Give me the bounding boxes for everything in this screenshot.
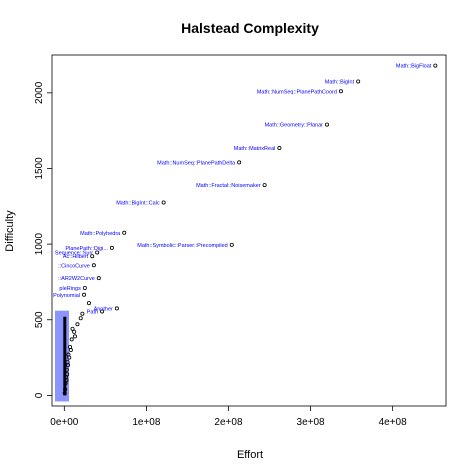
- y-tick-label: 500: [34, 311, 45, 328]
- y-tick-label: 1500: [34, 157, 45, 180]
- y-axis: 0 500 1000 1500 2000: [34, 81, 52, 398]
- point-label: ::CincoCurve: [58, 263, 90, 269]
- data-point: [277, 146, 282, 151]
- point-label: Math::MatrixReal: [234, 146, 276, 152]
- point-label: Polynomial: [53, 293, 80, 299]
- data-point: [122, 230, 127, 235]
- point-label: Math::Symbolic::Parser::Precompiled: [137, 243, 227, 249]
- x-axis: 0e+00 1e+08 2e+08 3e+08 4e+08: [50, 406, 407, 428]
- overlapping-labels-mass: [55, 310, 69, 402]
- data-point: [262, 183, 267, 188]
- data-point: [356, 79, 361, 84]
- data-point: [229, 242, 234, 247]
- x-tick-label: 3e+08: [297, 417, 326, 428]
- data-points: [62, 63, 438, 396]
- point-label: Math::Fractal::Noisemaker: [196, 183, 261, 189]
- point-label: ::AR2W2Curve: [58, 276, 95, 282]
- x-tick-label: 4e+08: [379, 417, 408, 428]
- y-tick-label: 0: [34, 392, 45, 398]
- data-point: [100, 309, 105, 314]
- data-point: [82, 285, 87, 290]
- point-label: Math::NumSeq::PlanePathDelta: [157, 160, 236, 166]
- point-label: Math::Polyhedra: [80, 231, 121, 237]
- point-label: Sequence::Surr: [55, 250, 93, 256]
- point-label: Ac::Hilbert: [63, 254, 89, 260]
- x-tick-label: 1e+08: [132, 417, 161, 428]
- data-point: [67, 355, 72, 360]
- point-label: Math::NumSeq::PlanePathCoord: [257, 89, 337, 95]
- data-point: [237, 160, 242, 165]
- plot-frame: [51, 54, 447, 407]
- data-point: [86, 301, 91, 306]
- chart-title: Halstead Complexity: [181, 20, 319, 36]
- data-point: [69, 337, 74, 342]
- data-point: [91, 263, 96, 268]
- data-point: [75, 322, 80, 327]
- point-label: Math::BigFloat: [396, 64, 432, 70]
- dense-points-column: [63, 316, 67, 396]
- data-point: [95, 250, 100, 255]
- data-point: [72, 334, 77, 339]
- data-point: [433, 63, 438, 68]
- point-label: pleRings: [59, 286, 81, 292]
- data-point: [109, 245, 114, 250]
- point-label: Path: [87, 309, 98, 315]
- data-point: [68, 348, 73, 353]
- x-tick-label: 0e+00: [50, 417, 79, 428]
- y-tick-label: 1000: [34, 233, 45, 256]
- data-point: [161, 200, 166, 205]
- point-labels: Math::BigFloatMath::BigIntMath::NumSeq::…: [53, 64, 432, 402]
- point-label: Math::Geometry::Planar: [265, 123, 324, 129]
- y-axis-label: Difficulty: [4, 210, 16, 252]
- data-point: [72, 329, 77, 334]
- data-point: [90, 254, 95, 259]
- data-point: [80, 311, 85, 316]
- y-tick-label: 2000: [34, 81, 45, 104]
- data-point: [78, 316, 83, 321]
- data-point: [338, 89, 343, 94]
- data-point: [114, 306, 119, 311]
- data-point: [82, 292, 87, 297]
- data-point: [96, 276, 101, 281]
- x-axis-label: Effort: [237, 449, 263, 461]
- point-label: Math::BigInt::Calc: [116, 201, 160, 207]
- data-point: [70, 326, 75, 331]
- point-label: Another: [94, 306, 113, 312]
- point-label: PlanePath::Digi...: [65, 246, 108, 252]
- data-point: [324, 122, 329, 127]
- x-tick-label: 2e+08: [214, 417, 243, 428]
- point-label: Math::BigInt: [325, 79, 355, 85]
- data-point: [66, 363, 71, 368]
